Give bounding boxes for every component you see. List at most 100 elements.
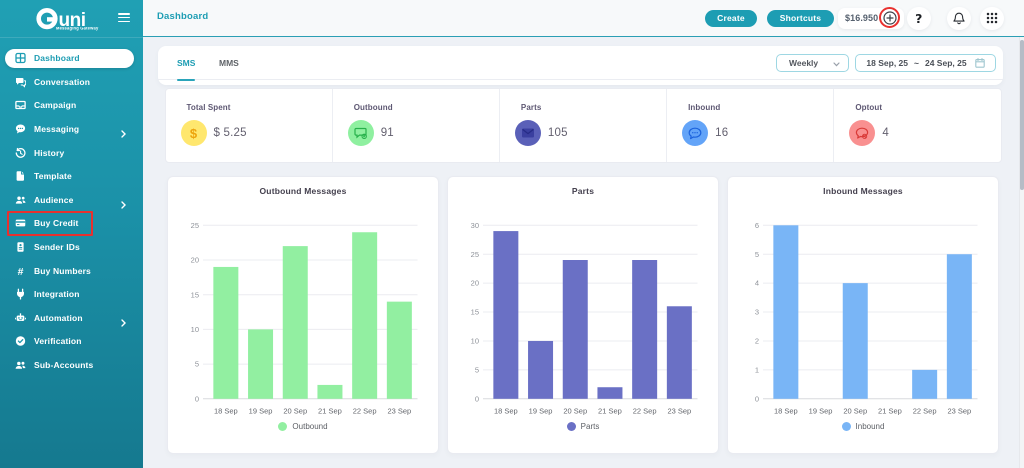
svg-text:22 Sep: 22 Sep (913, 407, 937, 416)
sidebar-item-label: Buy Credit (34, 218, 79, 229)
sidebar-item-label: Sender IDs (34, 242, 80, 253)
dashboard-icon (15, 53, 26, 64)
sender-ids-icon (15, 242, 26, 253)
sidebar-item-verification[interactable]: Verification (0, 330, 143, 354)
tab-sms[interactable]: SMS (177, 46, 196, 81)
bar-chart-inbound: 0 1 2 3 4 5 6 18 Sep 19 Sep 20 Sep 21 Sep 22 Sep 23 … (755, 221, 978, 416)
verification-icon (15, 336, 26, 347)
buy-numbers-icon: # (15, 265, 26, 276)
chart-legend[interactable]: Parts (448, 422, 718, 431)
sidebar-item-sub-accounts[interactable]: Sub-Accounts (0, 353, 143, 377)
svg-text:1: 1 (755, 365, 759, 374)
svg-text:5: 5 (195, 360, 199, 369)
svg-text:23 Sep: 23 Sep (947, 407, 971, 416)
chart-title: Outbound Messages (259, 186, 347, 196)
sidebar-item-dashboard[interactable]: Dashboard (0, 47, 143, 71)
sidebar-menu: Dashboard Conversation Campaign Messagin… (0, 47, 143, 377)
sidebar-item-conversation[interactable]: Conversation (0, 70, 143, 94)
svg-text:10: 10 (471, 337, 479, 346)
sidebar-item-audience[interactable]: Audience (0, 188, 143, 212)
shortcuts-button[interactable]: Shortcuts (767, 10, 834, 27)
chart-legend[interactable]: Inbound (728, 422, 998, 431)
svg-text:30: 30 (471, 221, 479, 230)
apps-grid-icon (986, 13, 997, 24)
scrollbar-track[interactable] (1019, 37, 1024, 468)
sidebar-item-integration[interactable]: Integration (0, 282, 143, 306)
buy-credit-icon (15, 218, 26, 229)
stat-value: 4 (882, 127, 889, 139)
svg-text:18 Sep: 18 Sep (774, 407, 798, 416)
stat-value: 16 (715, 127, 729, 139)
svg-text:5: 5 (755, 250, 759, 259)
sidebar-item-buy-numbers[interactable]: # Buy Numbers (0, 259, 143, 283)
svg-text:20 Sep: 20 Sep (843, 407, 867, 416)
sidebar: uni Messaging Gateway Dashboard Conversa… (0, 0, 143, 468)
legend-dot (841, 422, 851, 431)
conversation-icon (15, 76, 26, 88)
chat-block-icon (849, 120, 876, 146)
chart-card-outbound-messages: 0 5 10 15 20 25 18 Sep 19 Sep 20 Sep 21 Sep 22 Sep… (167, 176, 439, 454)
svg-text:#: # (18, 265, 24, 276)
legend-label: Outbound (292, 422, 328, 431)
top-header: Dashboard Create Shortcuts $16.950 ? (143, 0, 1024, 37)
period-select[interactable]: Weekly (776, 54, 849, 72)
sidebar-item-campaign[interactable]: Campaign (0, 94, 143, 118)
automation-icon (15, 312, 26, 323)
legend-label: Inbound (855, 422, 885, 431)
sidebar-item-label: Automation (34, 312, 83, 323)
svg-text:22 Sep: 22 Sep (633, 407, 657, 416)
sidebar-item-sender-ids[interactable]: Sender IDs (0, 235, 143, 259)
scrollbar-thumb[interactable] (1019, 40, 1024, 190)
create-button[interactable]: Create (705, 10, 757, 27)
svg-text:5: 5 (475, 365, 479, 374)
balance-amount: $16.950 (845, 13, 879, 23)
message-sent-icon (347, 120, 374, 146)
bell-icon (953, 12, 965, 24)
sidebar-item-messaging[interactable]: Messaging (0, 117, 143, 141)
chart-card-inbound-messages: 0 1 2 3 4 5 6 18 Sep 19 Sep 20 Sep 21 Sep 22 Sep 23 … (727, 176, 999, 454)
date-range-picker[interactable]: 18 Sep, 25 ~ 24 Sep, 25 (855, 54, 996, 72)
tab-mms[interactable]: MMS (219, 58, 239, 68)
svg-text:6: 6 (755, 221, 759, 230)
svg-text:uni: uni (59, 10, 86, 31)
stat-label: Inbound (688, 103, 721, 112)
svg-text:0: 0 (755, 394, 759, 403)
svg-text:0: 0 (475, 394, 479, 403)
sidebar-item-label: Integration (34, 289, 80, 300)
svg-text:19 Sep: 19 Sep (809, 407, 833, 416)
campaign-icon (15, 100, 26, 111)
svg-text:20 Sep: 20 Sep (283, 407, 307, 416)
help-button[interactable]: ? (907, 6, 931, 30)
help-icon: ? (915, 10, 923, 26)
chart-legend[interactable]: Outbound (168, 422, 438, 431)
integration-icon (15, 288, 26, 300)
svg-text:18 Sep: 18 Sep (494, 407, 518, 416)
sidebar-item-template[interactable]: Template (0, 164, 143, 188)
bar-chart-outbound: 0 5 10 15 20 25 18 Sep 19 Sep 20 Sep 21 Sep 22 Sep… (191, 221, 418, 416)
sidebar-item-label: Buy Numbers (34, 265, 91, 276)
chat-dots-icon (682, 120, 709, 146)
period-select-value: Weekly (789, 57, 819, 68)
sidebar-item-buy-credit[interactable]: Buy Credit (0, 212, 143, 236)
brand-logo: uni (36, 8, 86, 31)
notifications-button[interactable] (947, 6, 971, 30)
apps-menu-button[interactable] (980, 6, 1004, 30)
sidebar-item-label: Messaging (34, 124, 80, 135)
stat-value: 91 (380, 127, 394, 139)
sidebar-logo-row: uni Messaging Gateway (0, 0, 143, 38)
svg-text:23 Sep: 23 Sep (387, 407, 411, 416)
sidebar-item-label: Audience (34, 194, 74, 205)
svg-text:21 Sep: 21 Sep (598, 407, 622, 416)
svg-text:25: 25 (471, 250, 479, 259)
sidebar-item-automation[interactable]: Automation (0, 306, 143, 330)
sidebar-item-history[interactable]: History (0, 141, 143, 165)
chart-title: Inbound Messages (823, 186, 903, 196)
hamburger-menu-icon[interactable] (118, 13, 130, 23)
plus-topup-icon[interactable] (882, 10, 897, 25)
stat-value: 105 (547, 127, 568, 139)
svg-text:19 Sep: 19 Sep (529, 407, 553, 416)
messaging-icon (15, 124, 26, 135)
chart-card-parts: 0 5 10 15 20 25 30 18 Sep 19 Sep 20 Sep 21 Sep 22 S… (447, 176, 719, 454)
svg-text:15: 15 (191, 290, 199, 299)
